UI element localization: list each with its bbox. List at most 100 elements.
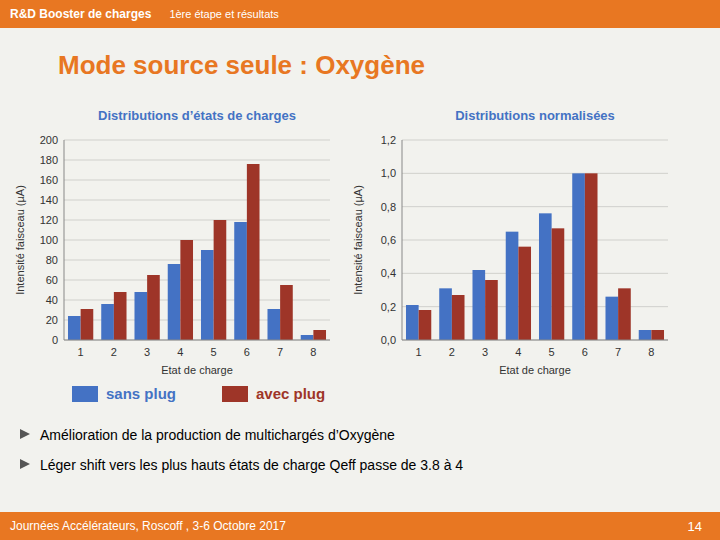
grid-line — [402, 173, 668, 174]
x-tick-label: 6 — [582, 346, 588, 358]
bar — [101, 304, 114, 340]
bar — [214, 220, 227, 340]
y-tick-label: 0,4 — [381, 267, 396, 279]
grid-line — [64, 220, 330, 221]
legend-label: sans plug — [106, 385, 176, 402]
y-tick-label: 0,0 — [381, 334, 396, 346]
page-number: 14 — [688, 519, 702, 534]
grid-line — [64, 200, 330, 201]
header-title: R&D Booster de charges — [10, 7, 152, 21]
y-tick-label: 80 — [46, 254, 58, 266]
grid-line — [64, 280, 330, 281]
legend-swatch — [222, 386, 248, 402]
x-axis-label: Etat de charge — [161, 364, 233, 376]
chart-subtitle: Distributions d’états de charges — [98, 108, 296, 123]
grid-line — [402, 206, 668, 207]
page-canvas: R&D Booster de charges 1ère étape et résu… — [0, 0, 720, 540]
y-axis-label: Intensité faisceau (µA) — [352, 185, 364, 295]
bar — [234, 222, 247, 340]
chart: Distributions normalisées0,00,20,40,60,8… — [352, 108, 668, 376]
header-subtitle: 1ère étape et résultats — [169, 8, 279, 20]
bar — [147, 275, 160, 340]
bar — [552, 228, 565, 340]
x-tick-label: 1 — [416, 346, 422, 358]
bars — [68, 164, 326, 340]
bar — [651, 330, 664, 340]
x-tick-label: 3 — [482, 346, 488, 358]
x-tick-label: 4 — [177, 346, 183, 358]
bar — [201, 250, 214, 340]
y-tick-label: 0,8 — [381, 201, 396, 213]
y-tick-label: 60 — [46, 274, 58, 286]
x-tick-label: 5 — [211, 346, 217, 358]
legend-swatch — [72, 386, 98, 402]
y-tick-label: 0 — [52, 334, 58, 346]
y-axis-label: Intensité faisceau (µA) — [14, 185, 26, 295]
y-axis-line — [402, 140, 403, 340]
bullet-marker — [20, 459, 30, 469]
bar — [247, 164, 260, 340]
bar — [134, 292, 147, 340]
footer-text: Journées Accélérateurs, Roscoff , 3-6 Oc… — [10, 519, 286, 533]
bar — [267, 309, 280, 340]
y-tick-label: 100 — [40, 234, 58, 246]
x-axis-line — [402, 340, 668, 341]
y-tick-label: 140 — [40, 194, 58, 206]
bar — [68, 316, 81, 340]
bars — [406, 173, 664, 340]
chart: Distributions d’états de charges 0 20 40 60 8… — [14, 108, 330, 376]
x-tick-label: 7 — [615, 346, 621, 358]
grid-line — [402, 273, 668, 274]
bullet-text: Amélioration de la production de multich… — [40, 427, 395, 443]
title: Mode source seule : Oxygène — [58, 50, 425, 80]
bar — [605, 297, 618, 340]
header-bar — [0, 0, 720, 28]
x-tick-label: 8 — [310, 346, 316, 358]
x-tick-label: 4 — [515, 346, 521, 358]
y-tick-label: 1,0 — [381, 167, 396, 179]
legend-label: avec plug — [256, 385, 325, 402]
x-tick-label: 3 — [144, 346, 150, 358]
bar — [180, 240, 193, 340]
bar — [585, 173, 598, 340]
y-tick-label: 180 — [40, 154, 58, 166]
bar — [313, 330, 326, 340]
bar — [439, 288, 452, 340]
bar — [114, 292, 127, 340]
bar — [639, 330, 652, 340]
bar — [485, 280, 498, 340]
bar — [506, 232, 519, 340]
bar — [301, 335, 314, 340]
bar — [539, 213, 552, 340]
bar — [419, 310, 432, 340]
x-tick-label: 1 — [78, 346, 84, 358]
y-tick-label: 40 — [46, 294, 58, 306]
y-tick-label: 0,2 — [381, 301, 396, 313]
x-tick-label: 8 — [648, 346, 654, 358]
bar — [518, 247, 531, 340]
y-tick-label: 20 — [46, 314, 58, 326]
background — [0, 0, 720, 540]
y-tick-label: 120 — [40, 214, 58, 226]
x-tick-label: 6 — [244, 346, 250, 358]
bar — [168, 264, 181, 340]
grid-line — [64, 140, 330, 141]
x-axis-line — [64, 340, 330, 341]
legend: sans plug avec plug — [72, 385, 325, 402]
grid-line — [402, 140, 668, 141]
grid-line — [64, 180, 330, 181]
bar — [81, 309, 94, 340]
y-tick-label: 0,6 — [381, 234, 396, 246]
y-axis-line — [64, 140, 65, 340]
bullet-marker — [20, 429, 30, 439]
bar — [406, 305, 419, 340]
x-axis-label: Etat de charge — [499, 364, 571, 376]
grid-line — [64, 160, 330, 161]
y-tick-label: 200 — [40, 134, 58, 146]
bar — [572, 173, 585, 340]
grid-line — [64, 340, 330, 341]
y-tick-label: 160 — [40, 174, 58, 186]
x-tick-label: 2 — [449, 346, 455, 358]
x-tick-label: 5 — [549, 346, 555, 358]
bar — [618, 288, 631, 340]
